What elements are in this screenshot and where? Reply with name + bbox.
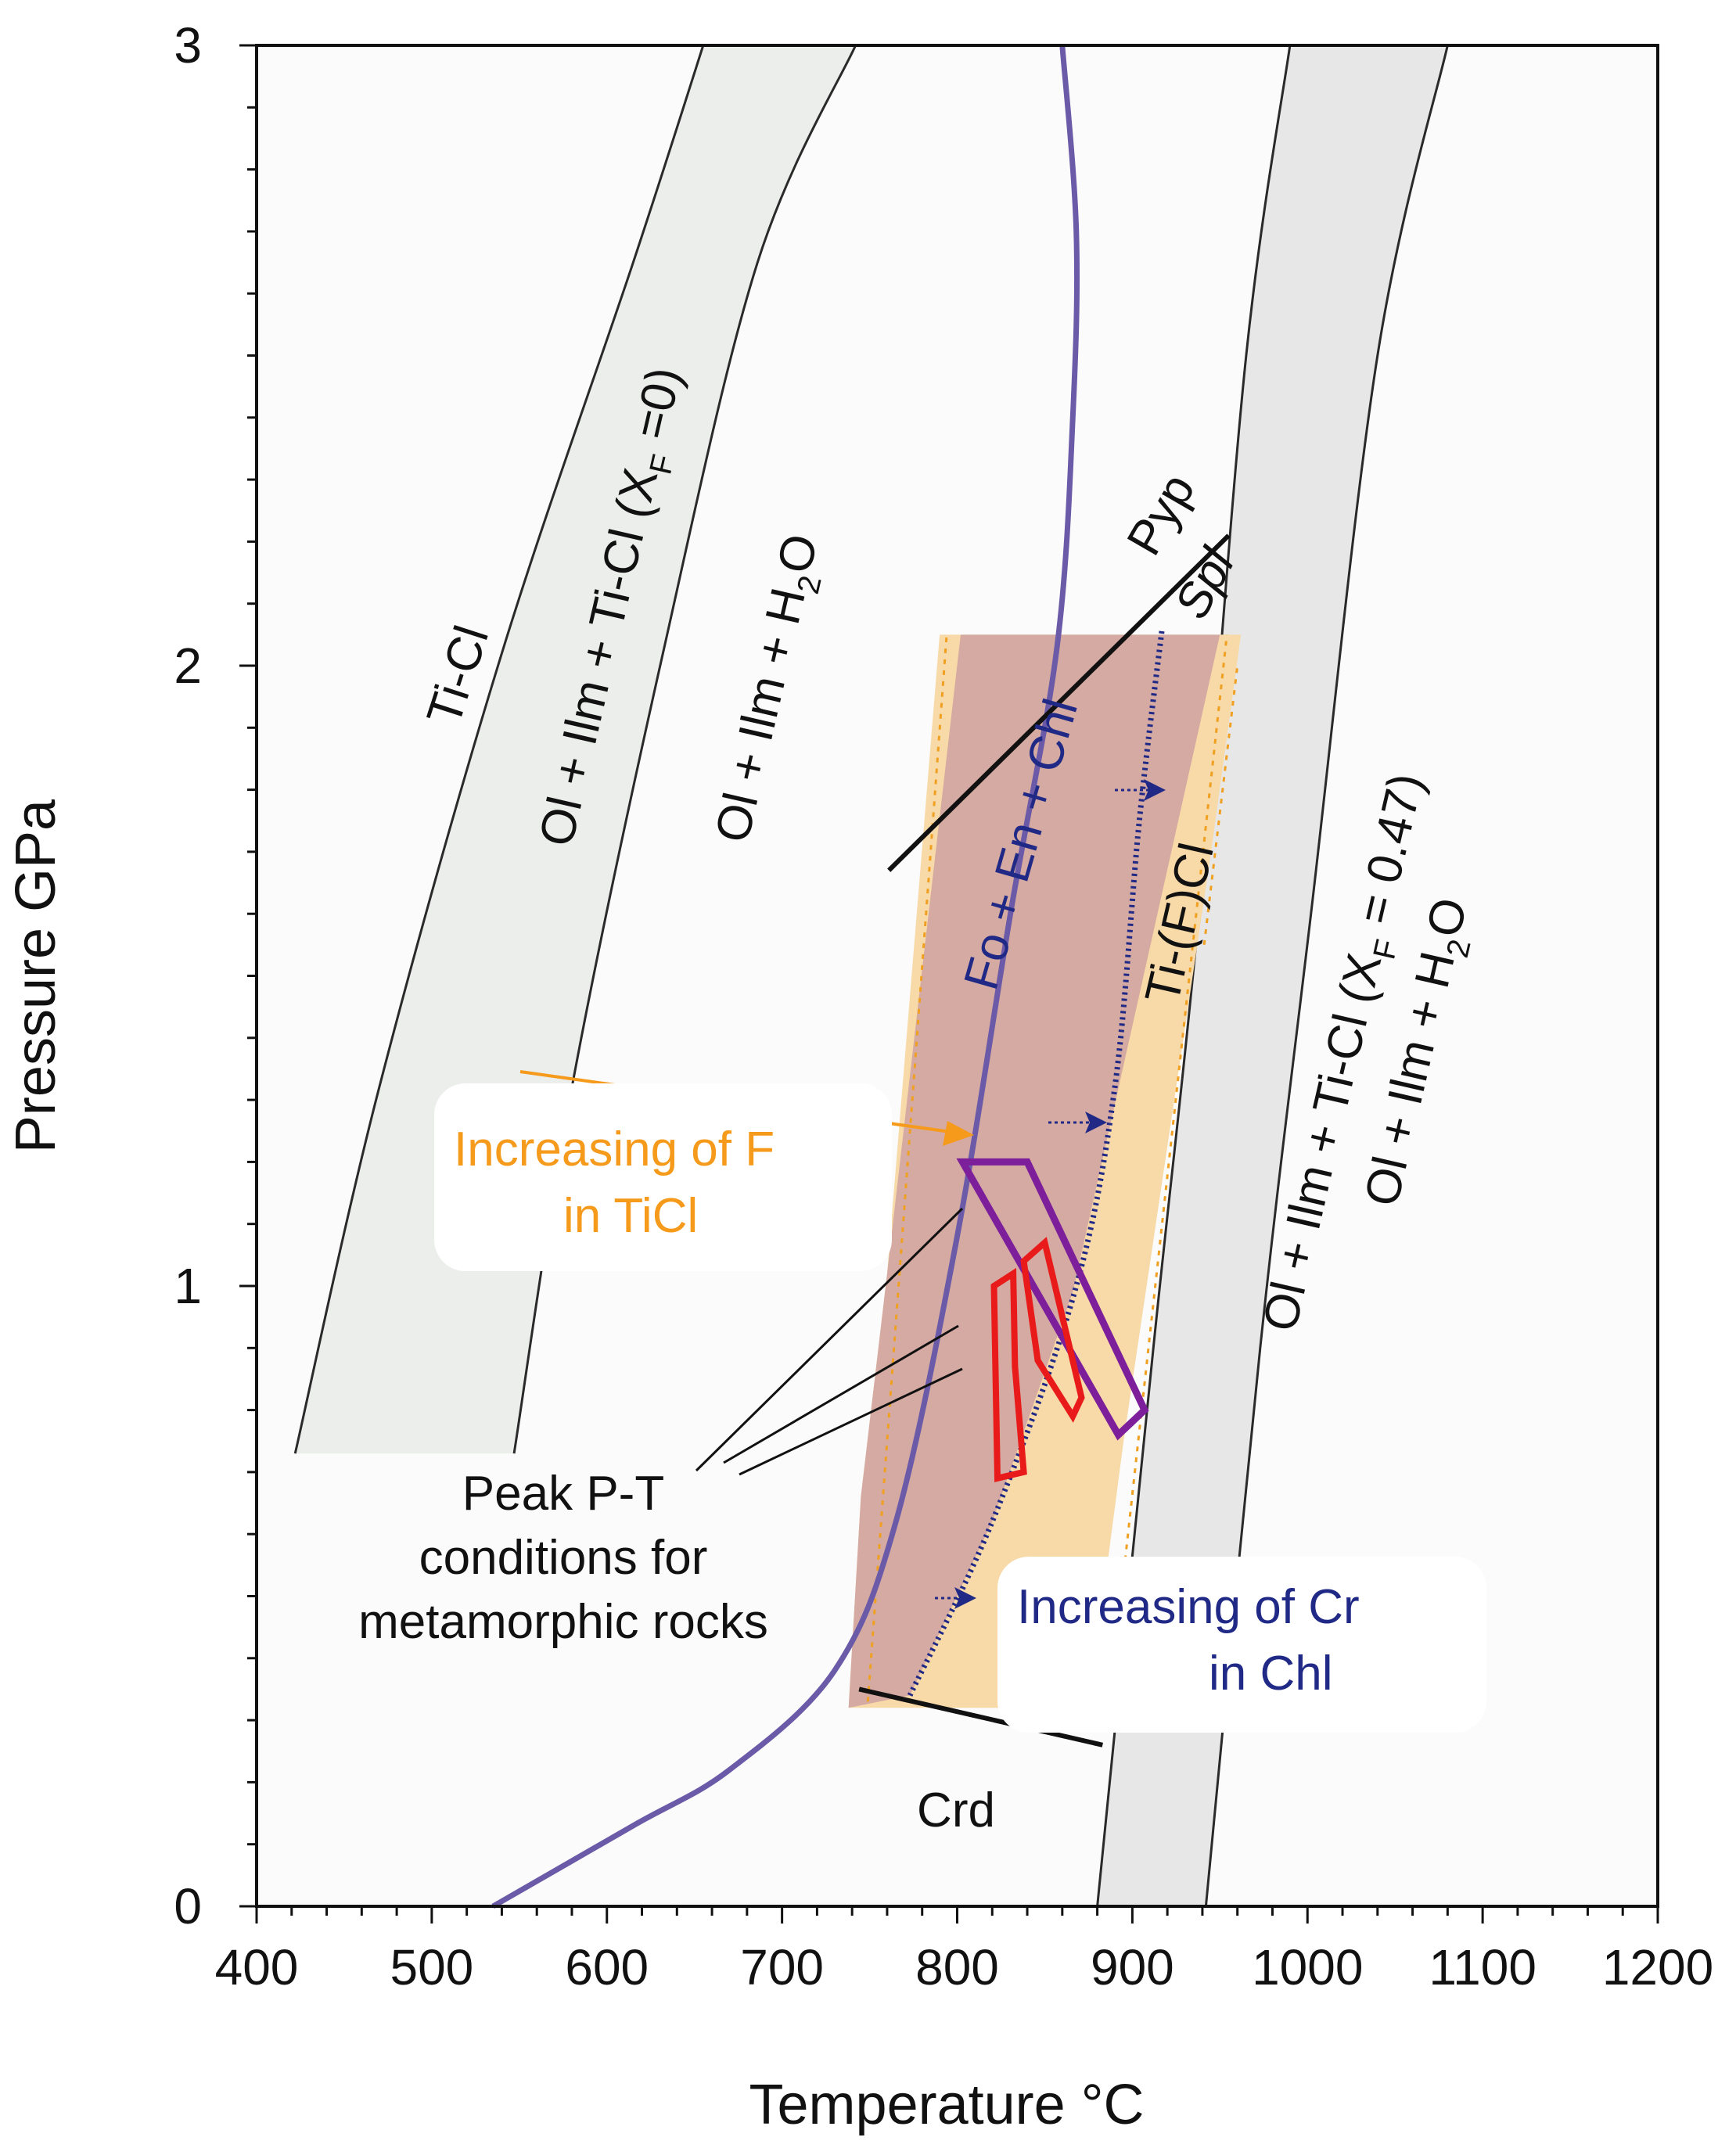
y-axis-label: Pressure GPa [5, 799, 67, 1153]
x-tick-label-400: 400 [215, 1939, 299, 1995]
peak-leader-1 [695, 1207, 964, 1472]
increasing-f-label-box [434, 1083, 892, 1271]
x-tick-label-800: 800 [915, 1939, 999, 1995]
label-increasing-f-1: Increasing of F [454, 1122, 775, 1176]
cr-arrowhead-1 [1144, 779, 1166, 801]
crd-line [858, 1686, 1103, 1747]
peak-box-red-2 [1020, 1237, 1085, 1423]
ticl-breakdown-band [295, 45, 856, 1454]
f-isopleth-3 [1202, 665, 1239, 946]
f-isopleth-2 [1108, 634, 1228, 1702]
x-tick-label-1000: 1000 [1252, 1939, 1363, 1995]
x-tick-label-500: 500 [390, 1939, 473, 1995]
y-tick-label-2: 2 [174, 638, 202, 694]
peak-box-red-1 [990, 1267, 1027, 1482]
label-crd: Crd [917, 1783, 995, 1837]
x-tick-label-1100: 1100 [1429, 1939, 1537, 1995]
spl-pyp-line [887, 533, 1231, 872]
x-tick-label-700: 700 [740, 1939, 824, 1995]
x-tick-label-900: 900 [1091, 1939, 1174, 1995]
tifcl-breakdown-band [1097, 45, 1448, 1906]
x-tick-label-600: 600 [565, 1939, 649, 1995]
label-peak-1: Peak P-T [462, 1467, 664, 1521]
x-axis-label: Temperature °C [749, 2074, 1145, 2136]
label-increasing-f-2: in TiCl [563, 1189, 698, 1243]
label-peak-3: metamorphic rocks [358, 1595, 768, 1649]
cr-arrowhead-2 [1085, 1112, 1107, 1133]
reaction-lines [491, 45, 1231, 1909]
increasing-cr-label-box [997, 1557, 1486, 1733]
label-increasing-cr-2: in Chl [1209, 1647, 1333, 1701]
y-tick-label-0: 0 [174, 1878, 202, 1934]
peak-pt-boxes [956, 1158, 1149, 1482]
y-tick-label-3: 3 [174, 17, 202, 74]
label-increasing-cr-1: Increasing of Cr [1017, 1580, 1360, 1634]
peak-leader-2 [723, 1324, 959, 1464]
y-tick-label-1: 1 [174, 1258, 202, 1314]
cr-arrowhead-3 [954, 1587, 976, 1609]
axes [239, 44, 1659, 1924]
peak-leader-3 [739, 1367, 963, 1476]
cr-chl-limit-curve [907, 628, 1165, 1697]
x-tick-label-1200: 1200 [1602, 1939, 1713, 1995]
increasing-f-arrowhead [943, 1121, 974, 1146]
label-peak-2: conditions for [419, 1531, 708, 1585]
band-edge-low [293, 45, 705, 1454]
chl-dehydration-curve [491, 45, 1080, 1909]
f-isopleth-1 [866, 634, 948, 1702]
